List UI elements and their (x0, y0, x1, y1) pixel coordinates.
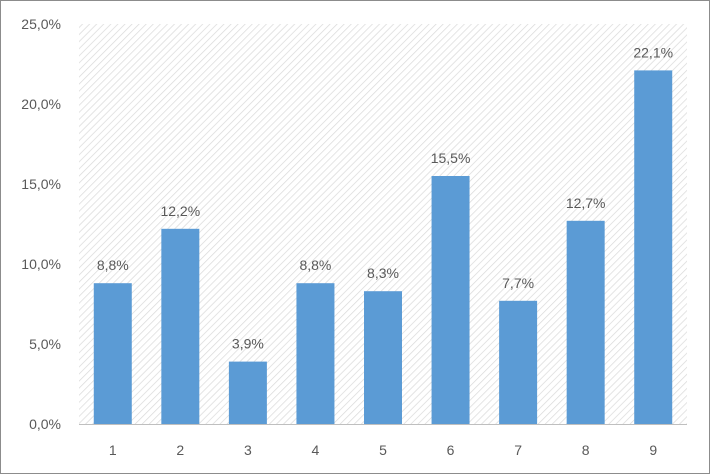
x-tick-label: 4 (312, 442, 320, 458)
bar (634, 70, 673, 425)
x-tick-label: 5 (379, 442, 387, 458)
data-label: 22,1% (633, 44, 673, 60)
x-tick-label: 1 (109, 442, 117, 458)
y-axis-tick-labels: 0,0% 5,0% 10,0% 15,0% 20,0% 25,0% (21, 16, 61, 432)
x-tick-label: 3 (244, 442, 252, 458)
bar (431, 176, 470, 424)
data-label: 8,8% (97, 257, 129, 273)
y-tick-label: 5,0% (29, 336, 61, 352)
data-label: 8,8% (299, 257, 331, 273)
x-tick-label: 6 (447, 442, 455, 458)
x-tick-label: 9 (649, 442, 657, 458)
y-tick-label: 0,0% (29, 416, 61, 432)
x-tick-label: 7 (514, 442, 522, 458)
bar (499, 300, 538, 424)
bar (566, 220, 605, 424)
y-tick-label: 10,0% (21, 256, 61, 272)
bar (364, 291, 402, 424)
bars (93, 70, 673, 425)
x-tick-label: 8 (582, 442, 590, 458)
x-tick-label: 2 (176, 442, 184, 458)
data-label: 12,2% (160, 203, 200, 219)
y-tick-label: 25,0% (21, 16, 61, 32)
bar (228, 361, 267, 424)
y-tick-label: 20,0% (21, 96, 61, 112)
data-labels: 8,8% 12,2% 3,9% 8,8% 8,3% 15,5% 7,7% 12,7% 22,1% (97, 44, 673, 351)
bar (296, 283, 335, 424)
data-label: 3,9% (232, 336, 264, 352)
x-axis-tick-labels: 1 2 3 4 5 6 7 8 9 (109, 442, 657, 458)
bar (161, 228, 200, 424)
bar (93, 283, 132, 424)
data-label: 12,7% (566, 195, 606, 211)
data-label: 15,5% (431, 150, 471, 166)
data-label: 7,7% (502, 275, 534, 291)
y-tick-label: 15,0% (21, 176, 61, 192)
data-label: 8,3% (367, 265, 399, 281)
